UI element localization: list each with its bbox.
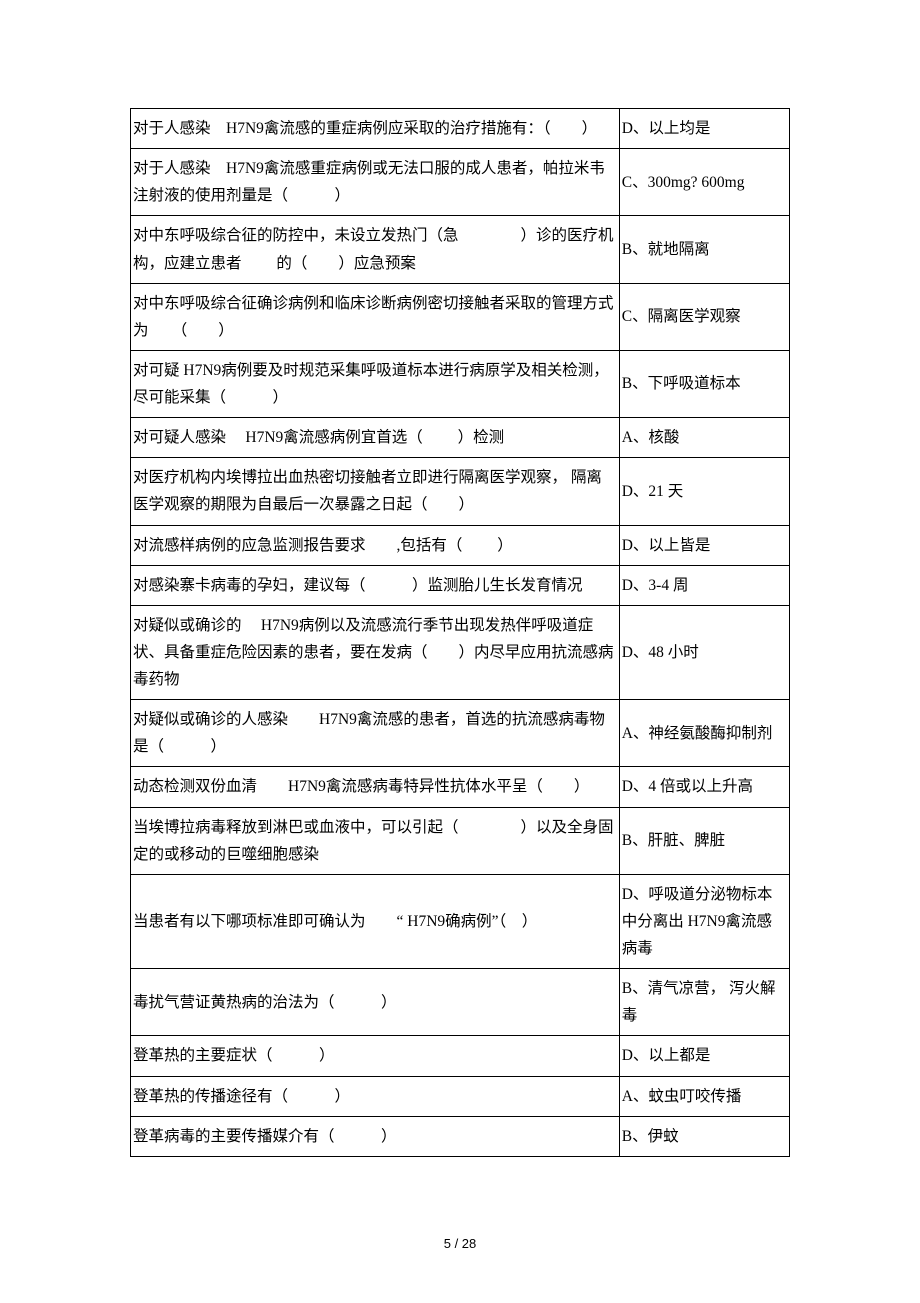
answer-cell: B、就地隔离 [619, 216, 789, 283]
table-row: 对中东呼吸综合征的防控中，未设立发热门（急 ）诊的医疗机构，应建立患者 的（ ）… [131, 216, 790, 283]
question-cell: 登革病毒的主要传播媒介有（ ） [131, 1116, 620, 1156]
answer-cell: D、21 天 [619, 458, 789, 525]
answer-cell: B、下呼吸道标本 [619, 350, 789, 417]
question-cell: 对可疑 H7N9病例要及时规范采集呼吸道标本进行病原学及相关检测，尽可能采集（ … [131, 350, 620, 417]
question-cell: 对于人感染 H7N9禽流感重症病例或无法口服的成人患者，帕拉米韦注射液的使用剂量… [131, 149, 620, 216]
table-row: 当埃博拉病毒释放到淋巴或血液中，可以引起（ ）以及全身固定的或移动的巨噬细胞感染… [131, 807, 790, 874]
page-number-current: 5 [444, 1236, 451, 1251]
answer-cell: D、呼吸道分泌物标本中分离出 H7N9禽流感病毒 [619, 874, 789, 968]
question-cell: 毒扰气营证黄热病的治法为（ ） [131, 969, 620, 1036]
question-cell: 对感染寨卡病毒的孕妇，建议每（ ）监测胎儿生长发育情况 [131, 565, 620, 605]
question-cell: 对可疑人感染 H7N9禽流感病例宜首选（ ）检测 [131, 418, 620, 458]
table-row: 对疑似或确诊的人感染 H7N9禽流感的患者，首选的抗流感病毒物是（ ）A、神经氨… [131, 700, 790, 767]
question-cell: 登革热的传播途径有（ ） [131, 1076, 620, 1116]
question-cell: 动态检测双份血清 H7N9禽流感病毒特异性抗体水平呈（ ） [131, 767, 620, 807]
table-row: 登革热的传播途径有（ ）A、蚊虫叮咬传播 [131, 1076, 790, 1116]
page-number-sep: / [451, 1236, 462, 1251]
page-content: 对于人感染 H7N9禽流感的重症病例应采取的治疗措施有：（ ）D、以上均是对于人… [0, 0, 920, 1157]
answer-cell: B、肝脏、脾脏 [619, 807, 789, 874]
answer-cell: D、3-4 周 [619, 565, 789, 605]
table-row: 对可疑人感染 H7N9禽流感病例宜首选（ ）检测A、核酸 [131, 418, 790, 458]
answer-cell: D、以上都是 [619, 1036, 789, 1076]
qa-table-body: 对于人感染 H7N9禽流感的重症病例应采取的治疗措施有：（ ）D、以上均是对于人… [131, 109, 790, 1157]
table-row: 毒扰气营证黄热病的治法为（ ）B、清气凉营， 泻火解毒 [131, 969, 790, 1036]
table-row: 对可疑 H7N9病例要及时规范采集呼吸道标本进行病原学及相关检测，尽可能采集（ … [131, 350, 790, 417]
question-cell: 对疑似或确诊的 H7N9病例以及流感流行季节出现发热伴呼吸道症状、具备重症危险因… [131, 605, 620, 699]
table-row: 对于人感染 H7N9禽流感重症病例或无法口服的成人患者，帕拉米韦注射液的使用剂量… [131, 149, 790, 216]
answer-cell: D、4 倍或以上升高 [619, 767, 789, 807]
answer-cell: A、蚊虫叮咬传播 [619, 1076, 789, 1116]
page-footer: 5 / 28 [0, 1236, 920, 1251]
answer-cell: C、隔离医学观察 [619, 283, 789, 350]
table-row: 当患者有以下哪项标准即可确认为 “ H7N9确病例”（ ）D、呼吸道分泌物标本中… [131, 874, 790, 968]
answer-cell: D、以上皆是 [619, 525, 789, 565]
question-cell: 当埃博拉病毒释放到淋巴或血液中，可以引起（ ）以及全身固定的或移动的巨噬细胞感染 [131, 807, 620, 874]
question-cell: 对疑似或确诊的人感染 H7N9禽流感的患者，首选的抗流感病毒物是（ ） [131, 700, 620, 767]
question-cell: 对于人感染 H7N9禽流感的重症病例应采取的治疗措施有：（ ） [131, 109, 620, 149]
table-row: 对中东呼吸综合征确诊病例和临床诊断病例密切接触者采取的管理方式为 （ ）C、隔离… [131, 283, 790, 350]
question-cell: 对中东呼吸综合征的防控中，未设立发热门（急 ）诊的医疗机构，应建立患者 的（ ）… [131, 216, 620, 283]
page-number-total: 28 [462, 1236, 476, 1251]
table-row: 对疑似或确诊的 H7N9病例以及流感流行季节出现发热伴呼吸道症状、具备重症危险因… [131, 605, 790, 699]
answer-cell: A、核酸 [619, 418, 789, 458]
question-cell: 当患者有以下哪项标准即可确认为 “ H7N9确病例”（ ） [131, 874, 620, 968]
table-row: 对感染寨卡病毒的孕妇，建议每（ ）监测胎儿生长发育情况D、3-4 周 [131, 565, 790, 605]
question-cell: 对中东呼吸综合征确诊病例和临床诊断病例密切接触者采取的管理方式为 （ ） [131, 283, 620, 350]
answer-cell: B、清气凉营， 泻火解毒 [619, 969, 789, 1036]
qa-table: 对于人感染 H7N9禽流感的重症病例应采取的治疗措施有：（ ）D、以上均是对于人… [130, 108, 790, 1157]
answer-cell: D、以上均是 [619, 109, 789, 149]
table-row: 对医疗机构内埃博拉出血热密切接触者立即进行隔离医学观察， 隔离医学观察的期限为自… [131, 458, 790, 525]
question-cell: 对流感样病例的应急监测报告要求 ,包括有（ ） [131, 525, 620, 565]
table-row: 对于人感染 H7N9禽流感的重症病例应采取的治疗措施有：（ ）D、以上均是 [131, 109, 790, 149]
answer-cell: B、伊蚊 [619, 1116, 789, 1156]
answer-cell: D、48 小时 [619, 605, 789, 699]
answer-cell: C、300mg? 600mg [619, 149, 789, 216]
table-row: 登革病毒的主要传播媒介有（ ）B、伊蚊 [131, 1116, 790, 1156]
table-row: 对流感样病例的应急监测报告要求 ,包括有（ ）D、以上皆是 [131, 525, 790, 565]
table-row: 动态检测双份血清 H7N9禽流感病毒特异性抗体水平呈（ ）D、4 倍或以上升高 [131, 767, 790, 807]
question-cell: 登革热的主要症状（ ） [131, 1036, 620, 1076]
question-cell: 对医疗机构内埃博拉出血热密切接触者立即进行隔离医学观察， 隔离医学观察的期限为自… [131, 458, 620, 525]
table-row: 登革热的主要症状（ ）D、以上都是 [131, 1036, 790, 1076]
answer-cell: A、神经氨酸酶抑制剂 [619, 700, 789, 767]
